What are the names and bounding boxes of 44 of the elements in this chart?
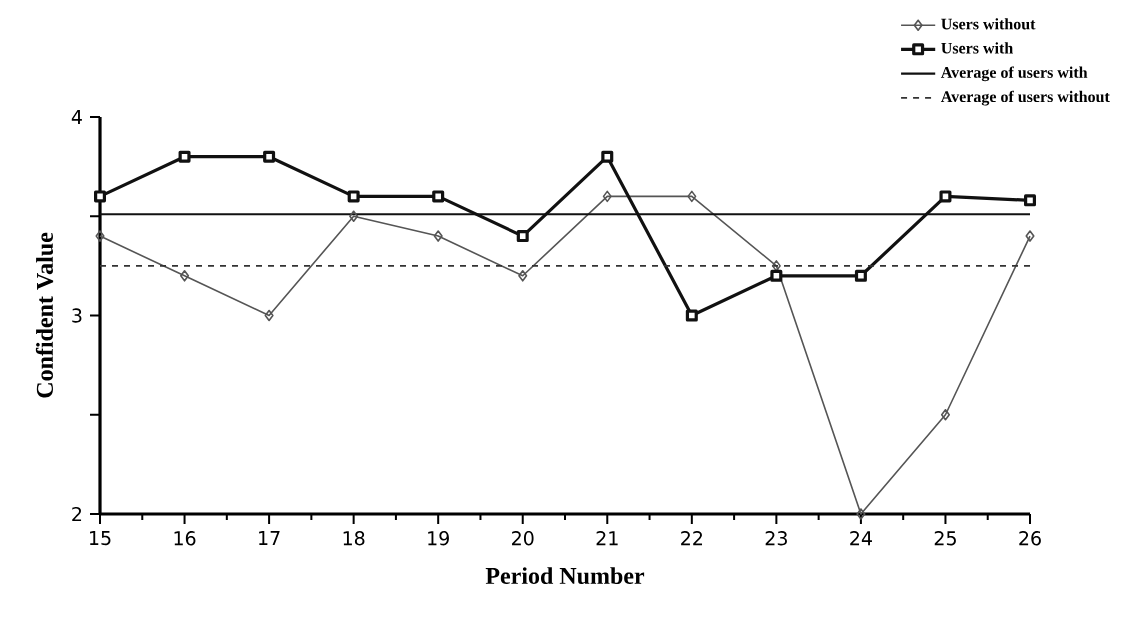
point	[263, 150, 276, 163]
point	[264, 309, 274, 322]
x-tick-label: 18	[343, 531, 365, 546]
x-tick-label: 19	[428, 531, 449, 546]
y-tick-label: 3	[72, 308, 82, 323]
x-axis-title: Period Number	[485, 567, 645, 585]
legend-label: Users with	[941, 42, 1013, 54]
point	[433, 230, 443, 242]
x-tick-label: 20	[512, 531, 534, 546]
point	[347, 190, 360, 203]
point	[770, 269, 783, 282]
point	[1024, 194, 1037, 207]
y-tick-label: 4	[71, 110, 82, 124]
point	[349, 210, 359, 223]
point	[180, 269, 190, 282]
x-tick-label: 22	[681, 531, 703, 546]
x-tick-label: 25	[934, 531, 956, 546]
point	[178, 150, 191, 163]
x-tick-label: 17	[259, 531, 280, 545]
point	[602, 190, 612, 203]
x-tick-label: 24	[850, 531, 872, 546]
legend-label: Average of users without	[940, 90, 1110, 106]
point	[516, 230, 529, 243]
point	[95, 230, 105, 242]
point	[685, 309, 698, 322]
x-tick-label: 26	[1019, 531, 1041, 546]
point	[601, 150, 614, 163]
point	[856, 508, 866, 520]
x-tick-label: 21	[596, 531, 618, 546]
x-tick-label: 23	[765, 531, 787, 546]
point	[687, 190, 697, 203]
y-tick-label: 2	[72, 506, 82, 522]
legend-label: Average of users with	[940, 66, 1088, 82]
legend-label: Users without	[941, 18, 1036, 30]
point	[939, 190, 952, 203]
point	[432, 190, 445, 203]
point	[94, 190, 106, 203]
point	[1025, 230, 1035, 242]
point	[940, 408, 951, 421]
point	[518, 269, 528, 282]
x-tick-label: 16	[174, 531, 196, 546]
point	[854, 269, 867, 282]
x-tick-label: 15	[90, 531, 111, 546]
y-axis-title: Confident Value	[35, 232, 54, 398]
